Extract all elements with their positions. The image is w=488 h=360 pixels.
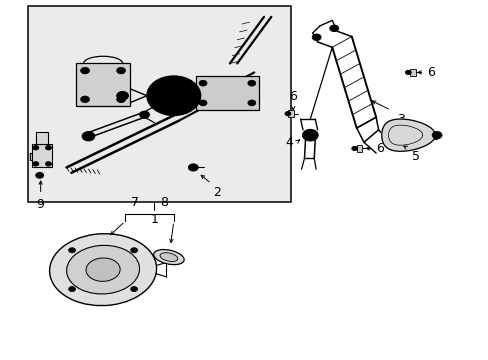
Text: 6: 6 — [427, 66, 434, 79]
Circle shape — [68, 248, 75, 253]
Circle shape — [45, 162, 51, 166]
Circle shape — [158, 84, 189, 107]
Circle shape — [68, 287, 75, 292]
Ellipse shape — [66, 246, 139, 294]
Circle shape — [302, 130, 318, 141]
Text: 5: 5 — [411, 150, 419, 163]
Circle shape — [81, 96, 89, 103]
Circle shape — [285, 112, 290, 116]
Text: 3: 3 — [396, 113, 404, 126]
Circle shape — [36, 172, 43, 178]
Circle shape — [199, 80, 206, 86]
Polygon shape — [381, 119, 434, 151]
Ellipse shape — [49, 234, 156, 306]
Circle shape — [33, 145, 39, 150]
Circle shape — [130, 248, 137, 253]
Text: 2: 2 — [212, 186, 220, 199]
Polygon shape — [195, 76, 259, 110]
Text: 6: 6 — [375, 142, 383, 155]
Circle shape — [188, 164, 198, 171]
Circle shape — [130, 287, 137, 292]
Circle shape — [405, 70, 410, 75]
Circle shape — [81, 67, 89, 74]
Ellipse shape — [86, 258, 120, 281]
Polygon shape — [356, 145, 361, 152]
Polygon shape — [32, 144, 52, 167]
Circle shape — [117, 91, 128, 100]
Circle shape — [312, 34, 321, 41]
Text: 6: 6 — [289, 90, 297, 103]
Ellipse shape — [160, 253, 178, 261]
Circle shape — [33, 162, 39, 166]
Text: 9: 9 — [37, 198, 44, 211]
Circle shape — [117, 96, 125, 103]
Text: 4: 4 — [285, 136, 293, 149]
Polygon shape — [288, 110, 294, 117]
Circle shape — [199, 100, 206, 106]
Text: 8: 8 — [160, 196, 168, 209]
Ellipse shape — [153, 249, 184, 265]
Circle shape — [247, 100, 255, 106]
Polygon shape — [76, 63, 130, 107]
Circle shape — [329, 25, 338, 32]
Circle shape — [117, 67, 125, 74]
Circle shape — [431, 132, 441, 139]
Circle shape — [140, 111, 149, 118]
Text: 1: 1 — [150, 213, 158, 226]
Circle shape — [351, 146, 357, 150]
Text: 7: 7 — [130, 196, 139, 209]
Circle shape — [82, 132, 95, 141]
Polygon shape — [36, 132, 48, 144]
Bar — [27, 6, 290, 202]
Circle shape — [45, 145, 51, 150]
Circle shape — [247, 80, 255, 86]
Circle shape — [147, 76, 200, 116]
Polygon shape — [409, 69, 415, 76]
